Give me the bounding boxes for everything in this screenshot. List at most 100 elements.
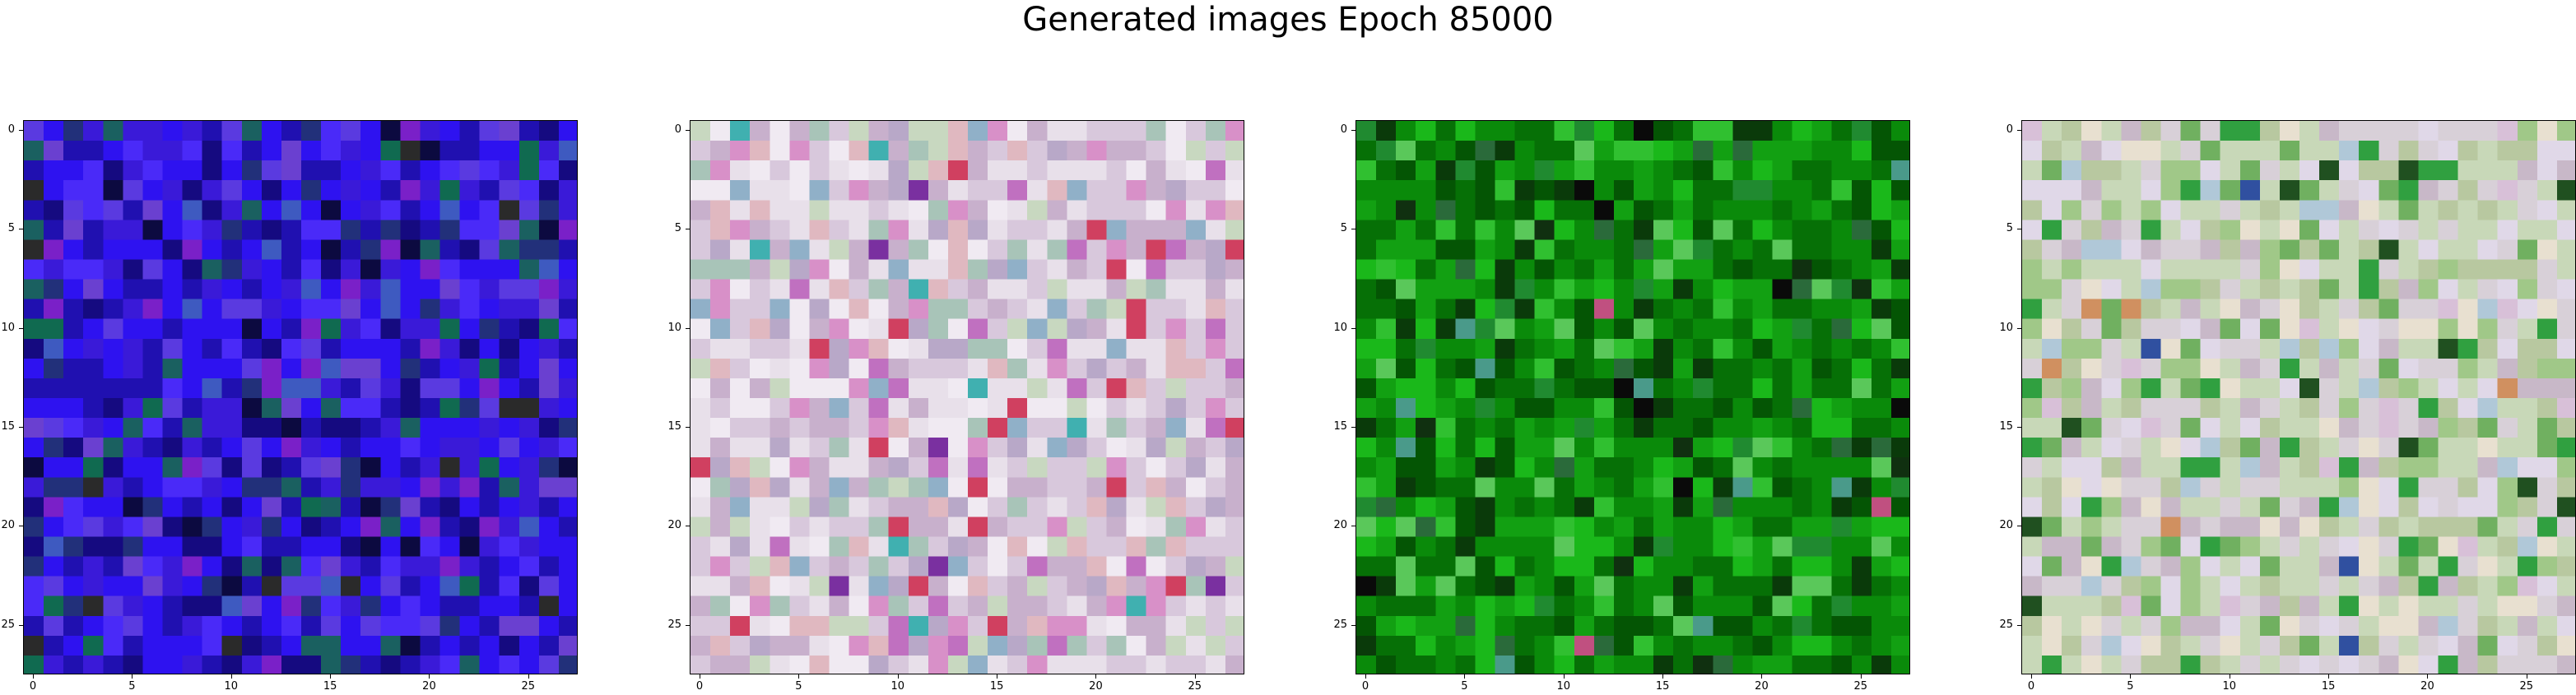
pixel bbox=[439, 318, 461, 340]
pixel bbox=[829, 318, 850, 340]
pixel bbox=[968, 576, 988, 597]
pixel bbox=[2279, 200, 2300, 220]
pixel bbox=[1693, 655, 1713, 674]
pixel bbox=[1871, 438, 1892, 458]
pixel bbox=[1851, 576, 1872, 597]
pixel bbox=[63, 477, 84, 498]
pixel bbox=[2220, 378, 2241, 399]
pixel bbox=[182, 141, 203, 161]
pixel bbox=[162, 378, 184, 399]
pixel bbox=[2180, 160, 2202, 181]
pixel bbox=[1574, 378, 1595, 399]
pixel bbox=[341, 457, 361, 478]
pixel bbox=[162, 457, 184, 478]
pixel bbox=[1376, 457, 1397, 478]
pixel bbox=[499, 160, 520, 181]
pixel bbox=[2497, 556, 2518, 577]
pixel bbox=[2477, 517, 2499, 538]
pixel bbox=[1514, 655, 1536, 674]
pixel bbox=[1047, 438, 1067, 458]
pixel bbox=[182, 160, 203, 181]
pixel bbox=[221, 239, 243, 261]
pixel bbox=[1067, 378, 1088, 399]
pixel bbox=[2299, 200, 2320, 220]
pixel bbox=[1673, 438, 1694, 458]
pixel bbox=[1574, 259, 1595, 280]
pixel bbox=[1495, 517, 1516, 538]
pixel bbox=[301, 358, 322, 379]
pixel bbox=[1126, 299, 1147, 320]
pixel bbox=[479, 517, 500, 538]
pixel bbox=[2438, 220, 2459, 241]
pixel bbox=[2556, 279, 2575, 300]
pixel bbox=[750, 259, 770, 280]
pixel bbox=[420, 438, 441, 458]
pixel bbox=[2556, 517, 2575, 538]
pixel bbox=[888, 615, 909, 637]
pixel bbox=[2160, 615, 2182, 637]
pixel bbox=[499, 338, 520, 359]
pixel bbox=[2101, 259, 2122, 280]
pixel bbox=[400, 398, 421, 419]
pixel bbox=[281, 536, 302, 558]
pixel bbox=[142, 438, 164, 458]
y-tick-label: 10 bbox=[1999, 321, 2013, 334]
pixel bbox=[1752, 497, 1774, 518]
pixel bbox=[479, 556, 500, 577]
pixel bbox=[103, 655, 123, 674]
pixel bbox=[1653, 239, 1674, 261]
pixel bbox=[1613, 200, 1634, 220]
pixel bbox=[1126, 457, 1147, 478]
pixel bbox=[1106, 378, 1128, 399]
pixel bbox=[809, 536, 830, 558]
pixel bbox=[1416, 655, 1436, 674]
pixel bbox=[1574, 595, 1595, 617]
pixel bbox=[2497, 477, 2518, 498]
pixel bbox=[479, 438, 500, 458]
pixel bbox=[1534, 497, 1555, 518]
pixel bbox=[1831, 536, 1853, 558]
pixel bbox=[162, 358, 184, 379]
pixel bbox=[360, 121, 381, 141]
pixel bbox=[868, 556, 890, 577]
pixel bbox=[1435, 338, 1456, 359]
pixel bbox=[1851, 378, 1872, 399]
pixel bbox=[2299, 318, 2320, 340]
pixel bbox=[770, 398, 790, 419]
pixel bbox=[947, 318, 969, 340]
pixel bbox=[2517, 160, 2538, 181]
pixel bbox=[1752, 457, 1774, 478]
pixel bbox=[24, 220, 44, 241]
pixel bbox=[730, 576, 751, 597]
pixel bbox=[750, 457, 770, 478]
pixel bbox=[1772, 160, 1793, 181]
pixel bbox=[1792, 556, 1813, 577]
pixel bbox=[1831, 160, 1853, 181]
pixel bbox=[1146, 358, 1167, 379]
pixel bbox=[908, 438, 929, 458]
pixel bbox=[2536, 318, 2558, 340]
pixel bbox=[44, 299, 64, 320]
pixel bbox=[928, 536, 949, 558]
pixel bbox=[2418, 556, 2439, 577]
pixel bbox=[341, 200, 361, 220]
pixel bbox=[1514, 615, 1536, 637]
pixel bbox=[2200, 615, 2221, 637]
pixel bbox=[2457, 279, 2479, 300]
pixel bbox=[281, 160, 302, 181]
pixel bbox=[459, 259, 481, 280]
pixel bbox=[2319, 497, 2340, 518]
pixel bbox=[103, 635, 123, 656]
pixel bbox=[123, 655, 144, 674]
pixel bbox=[1811, 517, 1833, 538]
pixel bbox=[2121, 239, 2142, 261]
pixel bbox=[2062, 536, 2082, 558]
pixel bbox=[809, 141, 830, 161]
pixel bbox=[321, 279, 342, 300]
pixel bbox=[538, 576, 560, 597]
pixel bbox=[2121, 299, 2142, 320]
pixel bbox=[1185, 398, 1207, 419]
pixel bbox=[908, 418, 929, 438]
pixel bbox=[2200, 477, 2221, 498]
pixel bbox=[1356, 338, 1377, 359]
